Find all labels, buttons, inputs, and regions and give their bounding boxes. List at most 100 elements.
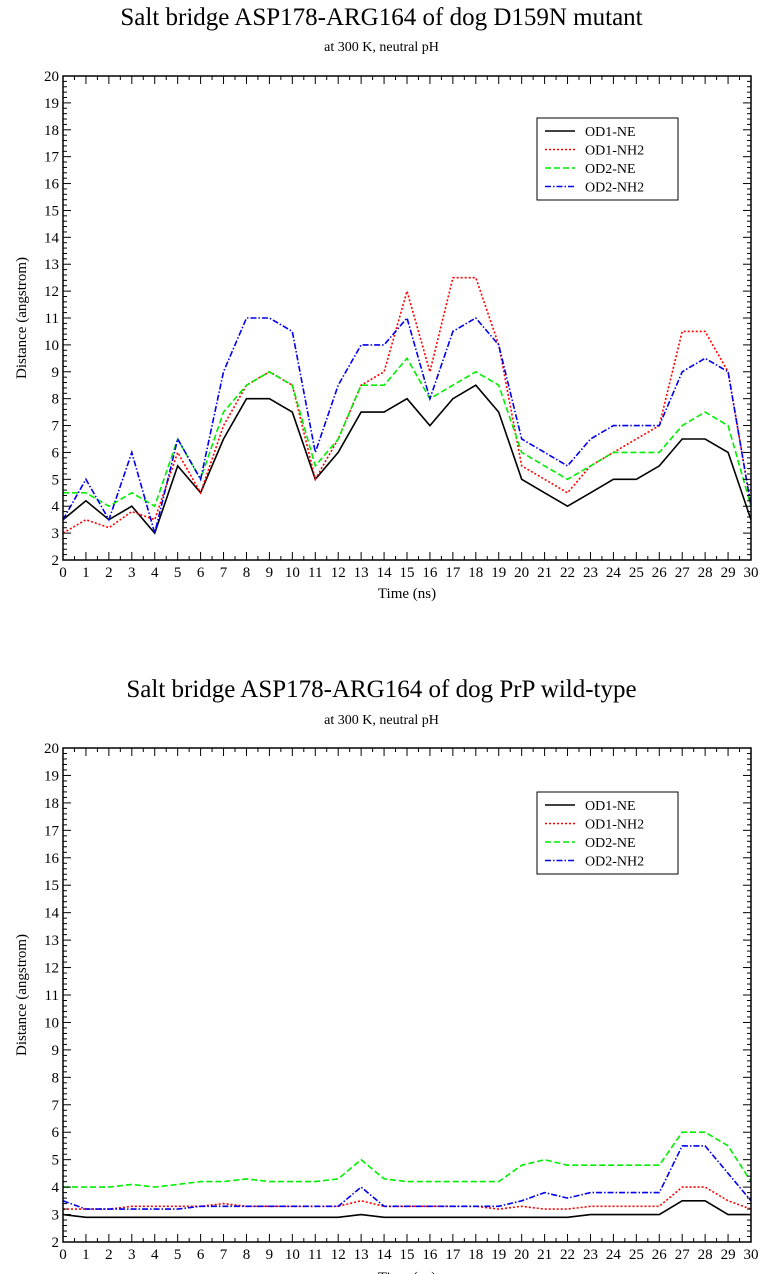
x-tick-label: 0 [59, 1247, 67, 1263]
x-tick-label: 0 [59, 565, 67, 581]
x-tick-label: 6 [197, 1247, 205, 1263]
x-tick-label: 2 [105, 565, 113, 581]
y-tick-label: 17 [44, 823, 60, 839]
y-tick-label: 7 [52, 1098, 60, 1114]
legend-label: OD2-NH2 [585, 181, 644, 196]
series-group [63, 276, 751, 537]
legend-label: OD2-NE [585, 836, 636, 851]
y-tick-label: 19 [44, 768, 59, 784]
y-tick-label: 10 [44, 1015, 59, 1031]
y-tick-label: 6 [52, 1125, 60, 1141]
y-tick-label: 20 [44, 69, 59, 85]
y-tick-label: 15 [44, 203, 59, 219]
x-tick-label: 14 [377, 1247, 393, 1263]
series-group [63, 1131, 751, 1219]
x-tick-label: 4 [151, 565, 159, 581]
x-tick-label: 18 [468, 1247, 483, 1263]
x-tick-label: 30 [744, 565, 759, 581]
y-tick-label: 15 [44, 878, 59, 894]
y-tick-label: 2 [52, 1235, 60, 1251]
x-tick-label: 19 [491, 1247, 506, 1263]
y-tick-label: 5 [52, 1153, 60, 1169]
x-tick-label: 11 [308, 1247, 322, 1263]
x-axis-label: Time (ns) [378, 1270, 436, 1274]
tick-marks [62, 75, 752, 561]
y-tick-label: 16 [44, 177, 60, 193]
x-tick-label: 26 [652, 1247, 668, 1263]
y-tick-label: 20 [44, 741, 59, 757]
y-tick-label: 18 [44, 123, 59, 139]
x-tick-label: 2 [105, 1247, 113, 1263]
x-tick-label: 4 [151, 1247, 159, 1263]
legend: OD1-NE OD1-NH2 OD2-NE OD2-NH2 [536, 791, 679, 875]
series-line-od1-ne [63, 384, 751, 535]
x-tick-label: 26 [652, 565, 668, 581]
x-tick-label: 10 [285, 565, 300, 581]
x-tick-label: 5 [174, 565, 182, 581]
x-tick-label: 13 [354, 565, 369, 581]
legend-label: OD1-NH2 [585, 818, 644, 833]
y-axis-label: Distance (angstrom) [14, 257, 30, 379]
y-tick-label: 17 [44, 150, 60, 166]
y-tick-label: 16 [44, 851, 60, 867]
y-tick-label: 8 [52, 1070, 60, 1086]
y-tick-label: 5 [52, 472, 60, 488]
x-tick-label: 21 [537, 565, 552, 581]
series-line-od2-ne [63, 356, 751, 508]
x-tick-label: 16 [422, 565, 438, 581]
x-tick-label: 7 [220, 565, 228, 581]
x-tick-label: 12 [331, 1247, 346, 1263]
x-tick-label: 25 [629, 565, 644, 581]
series-line-od1-ne [63, 1199, 751, 1219]
y-tick-label: 6 [52, 445, 60, 461]
series-line-od2-nh2 [63, 316, 751, 537]
y-tick-label: 11 [45, 988, 59, 1004]
chart-title: Salt bridge ASP178-ARG164 of dog PrP wil… [126, 676, 637, 703]
y-tick-label: 19 [44, 96, 59, 112]
x-tick-label: 3 [128, 565, 136, 581]
series-line-od1-nh2 [63, 276, 751, 534]
y-tick-label: 11 [45, 311, 59, 327]
legend-label: OD2-NE [585, 162, 636, 177]
x-tick-label: 24 [606, 1247, 622, 1263]
y-tick-label: 12 [44, 961, 59, 977]
x-tick-label: 9 [266, 1247, 274, 1263]
x-tick-label: 28 [698, 565, 713, 581]
y-tick-label: 2 [52, 553, 60, 569]
y-tick-label: 13 [44, 933, 59, 949]
chart-subtitle: at 300 K, neutral pH [324, 713, 439, 728]
x-tick-label: 1 [82, 565, 90, 581]
x-tick-label: 19 [491, 565, 506, 581]
y-tick-label: 10 [44, 338, 59, 354]
y-tick-label: 9 [52, 365, 60, 381]
chart-panel-wild-type: 2 3 4 5 6 7 8 9 10 11 12 13 14 15 16 17 18 19 20 0 1 2 3 4 5 6 7 8 9… [0, 670, 763, 1274]
x-tick-label: 24 [606, 565, 622, 581]
series-line-od2-ne [63, 1131, 751, 1188]
chart-panel-mutant: 2 3 4 5 6 7 8 9 10 11 12 13 14 15 16 17 18 19 20 0 1 2 3 4 5 6 7 8 9… [0, 0, 763, 618]
x-tick-label: 15 [400, 565, 415, 581]
x-tick-label: 8 [243, 565, 251, 581]
x-tick-label: 6 [197, 565, 205, 581]
x-tick-label: 30 [744, 1247, 759, 1263]
tick-marks [62, 747, 752, 1243]
x-tick-label: 14 [377, 565, 393, 581]
x-tick-label: 27 [675, 565, 691, 581]
x-tick-label: 10 [285, 1247, 300, 1263]
y-tick-label: 12 [44, 284, 59, 300]
x-axis-label: Time (ns) [378, 586, 436, 602]
y-tick-label: 4 [52, 499, 60, 515]
x-tick-label: 20 [514, 1247, 529, 1263]
legend-label: OD2-NH2 [585, 855, 644, 870]
x-tick-label: 25 [629, 1247, 644, 1263]
legend-label: OD1-NE [585, 799, 636, 814]
x-tick-label: 29 [721, 565, 736, 581]
x-tick-label: 5 [174, 1247, 182, 1263]
legend-label: OD1-NE [585, 125, 636, 140]
x-tick-label: 9 [266, 565, 274, 581]
x-tick-label: 28 [698, 1247, 713, 1263]
x-tick-label: 20 [514, 565, 529, 581]
chart-subtitle: at 300 K, neutral pH [324, 40, 439, 55]
y-tick-label: 14 [44, 906, 60, 922]
